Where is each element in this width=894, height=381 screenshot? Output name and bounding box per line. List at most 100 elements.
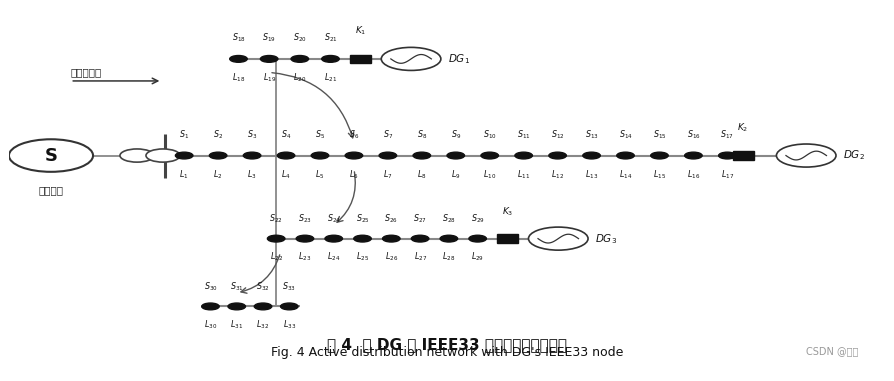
Circle shape	[230, 56, 248, 62]
Text: $L_{2}$: $L_{2}$	[214, 168, 223, 181]
Text: $S_{21}$: $S_{21}$	[324, 32, 337, 44]
Text: $S_{8}$: $S_{8}$	[417, 128, 427, 141]
Circle shape	[383, 235, 400, 242]
Circle shape	[776, 144, 836, 167]
Text: $L_{1}$: $L_{1}$	[180, 168, 189, 181]
Text: $L_{9}$: $L_{9}$	[451, 168, 460, 181]
Text: $L_{12}$: $L_{12}$	[551, 168, 564, 181]
Text: $S_{14}$: $S_{14}$	[619, 128, 632, 141]
Circle shape	[146, 149, 180, 162]
Text: $L_{5}$: $L_{5}$	[316, 168, 325, 181]
Circle shape	[228, 303, 246, 310]
Text: $S_{19}$: $S_{19}$	[262, 32, 276, 44]
Circle shape	[468, 235, 486, 242]
Text: $L_{30}$: $L_{30}$	[204, 319, 217, 331]
Text: $S_{13}$: $S_{13}$	[585, 128, 598, 141]
Circle shape	[9, 139, 93, 172]
Circle shape	[120, 149, 154, 162]
Text: $S_{31}$: $S_{31}$	[230, 280, 243, 293]
Circle shape	[583, 152, 600, 159]
Text: $S_{27}$: $S_{27}$	[413, 213, 427, 225]
Circle shape	[481, 152, 499, 159]
Circle shape	[379, 152, 397, 159]
Circle shape	[267, 235, 285, 242]
Text: $S_{29}$: $S_{29}$	[471, 213, 485, 225]
Circle shape	[382, 47, 441, 70]
Text: $L_{6}$: $L_{6}$	[349, 168, 358, 181]
Text: $L_{24}$: $L_{24}$	[327, 251, 341, 263]
Circle shape	[291, 56, 308, 62]
Text: $L_{18}$: $L_{18}$	[232, 72, 245, 84]
Text: CSDN @天南: CSDN @天南	[806, 346, 859, 357]
Circle shape	[322, 56, 339, 62]
Text: $S_{10}$: $S_{10}$	[483, 128, 496, 141]
Text: $DG_2$: $DG_2$	[843, 149, 864, 162]
Text: $L_{23}$: $L_{23}$	[299, 251, 311, 263]
Text: S: S	[45, 147, 57, 165]
Text: $L_{19}$: $L_{19}$	[263, 72, 275, 84]
Circle shape	[243, 152, 261, 159]
Text: $L_{33}$: $L_{33}$	[283, 319, 296, 331]
Text: $DG_1$: $DG_1$	[448, 52, 470, 66]
Text: $S_{22}$: $S_{22}$	[269, 213, 283, 225]
Circle shape	[617, 152, 634, 159]
Text: $L_{15}$: $L_{15}$	[653, 168, 666, 181]
Bar	[732, 151, 754, 160]
Text: $S_{11}$: $S_{11}$	[517, 128, 530, 141]
Text: 图 4  含 DG 的 IEEE33 节点主动配电网网络: 图 4 含 DG 的 IEEE33 节点主动配电网网络	[327, 337, 567, 352]
Text: $S_{15}$: $S_{15}$	[653, 128, 666, 141]
Circle shape	[440, 235, 458, 242]
Text: $L_{17}$: $L_{17}$	[721, 168, 734, 181]
Bar	[497, 234, 518, 243]
Text: $L_{4}$: $L_{4}$	[281, 168, 291, 181]
Text: $L_{20}$: $L_{20}$	[293, 72, 307, 84]
Text: $S_{2}$: $S_{2}$	[213, 128, 224, 141]
Circle shape	[325, 235, 342, 242]
Circle shape	[277, 152, 295, 159]
Circle shape	[254, 303, 272, 310]
Text: $S_{6}$: $S_{6}$	[349, 128, 359, 141]
Circle shape	[311, 152, 329, 159]
Text: $S_{30}$: $S_{30}$	[204, 280, 217, 293]
Circle shape	[719, 152, 736, 159]
Text: $L_{31}$: $L_{31}$	[230, 319, 243, 331]
Circle shape	[515, 152, 533, 159]
Text: $S_{7}$: $S_{7}$	[383, 128, 393, 141]
Text: $S_{5}$: $S_{5}$	[315, 128, 325, 141]
Text: $L_{29}$: $L_{29}$	[471, 251, 485, 263]
Text: $S_{3}$: $S_{3}$	[247, 128, 257, 141]
Text: $L_{10}$: $L_{10}$	[483, 168, 496, 181]
Text: $L_{32}$: $L_{32}$	[257, 319, 269, 331]
Text: $L_{13}$: $L_{13}$	[585, 168, 598, 181]
Circle shape	[345, 152, 363, 159]
Text: $K_2$: $K_2$	[738, 121, 749, 133]
Circle shape	[413, 152, 431, 159]
Circle shape	[651, 152, 668, 159]
Text: $L_{27}$: $L_{27}$	[414, 251, 426, 263]
Text: $L_{16}$: $L_{16}$	[687, 168, 700, 181]
Text: $S_{1}$: $S_{1}$	[179, 128, 190, 141]
Text: $L_{26}$: $L_{26}$	[384, 251, 398, 263]
Circle shape	[281, 303, 298, 310]
Text: $S_{24}$: $S_{24}$	[327, 213, 341, 225]
Text: $S_{9}$: $S_{9}$	[451, 128, 461, 141]
Text: $S_{26}$: $S_{26}$	[384, 213, 398, 225]
Circle shape	[528, 227, 588, 250]
Circle shape	[209, 152, 227, 159]
Text: $S_{23}$: $S_{23}$	[298, 213, 312, 225]
Text: $L_{11}$: $L_{11}$	[517, 168, 530, 181]
Text: 系统电源: 系统电源	[38, 186, 63, 195]
Text: $K_1$: $K_1$	[355, 24, 366, 37]
Text: $S_{16}$: $S_{16}$	[687, 128, 700, 141]
Text: $L_{28}$: $L_{28}$	[443, 251, 455, 263]
Circle shape	[202, 303, 219, 310]
Text: $S_{18}$: $S_{18}$	[232, 32, 245, 44]
Text: $S_{17}$: $S_{17}$	[721, 128, 734, 141]
Bar	[350, 55, 371, 63]
Text: $L_{21}$: $L_{21}$	[324, 72, 337, 84]
Circle shape	[175, 152, 193, 159]
Circle shape	[685, 152, 702, 159]
Text: $S_{12}$: $S_{12}$	[551, 128, 564, 141]
Text: $L_{14}$: $L_{14}$	[619, 168, 632, 181]
Text: $K_3$: $K_3$	[502, 206, 513, 218]
